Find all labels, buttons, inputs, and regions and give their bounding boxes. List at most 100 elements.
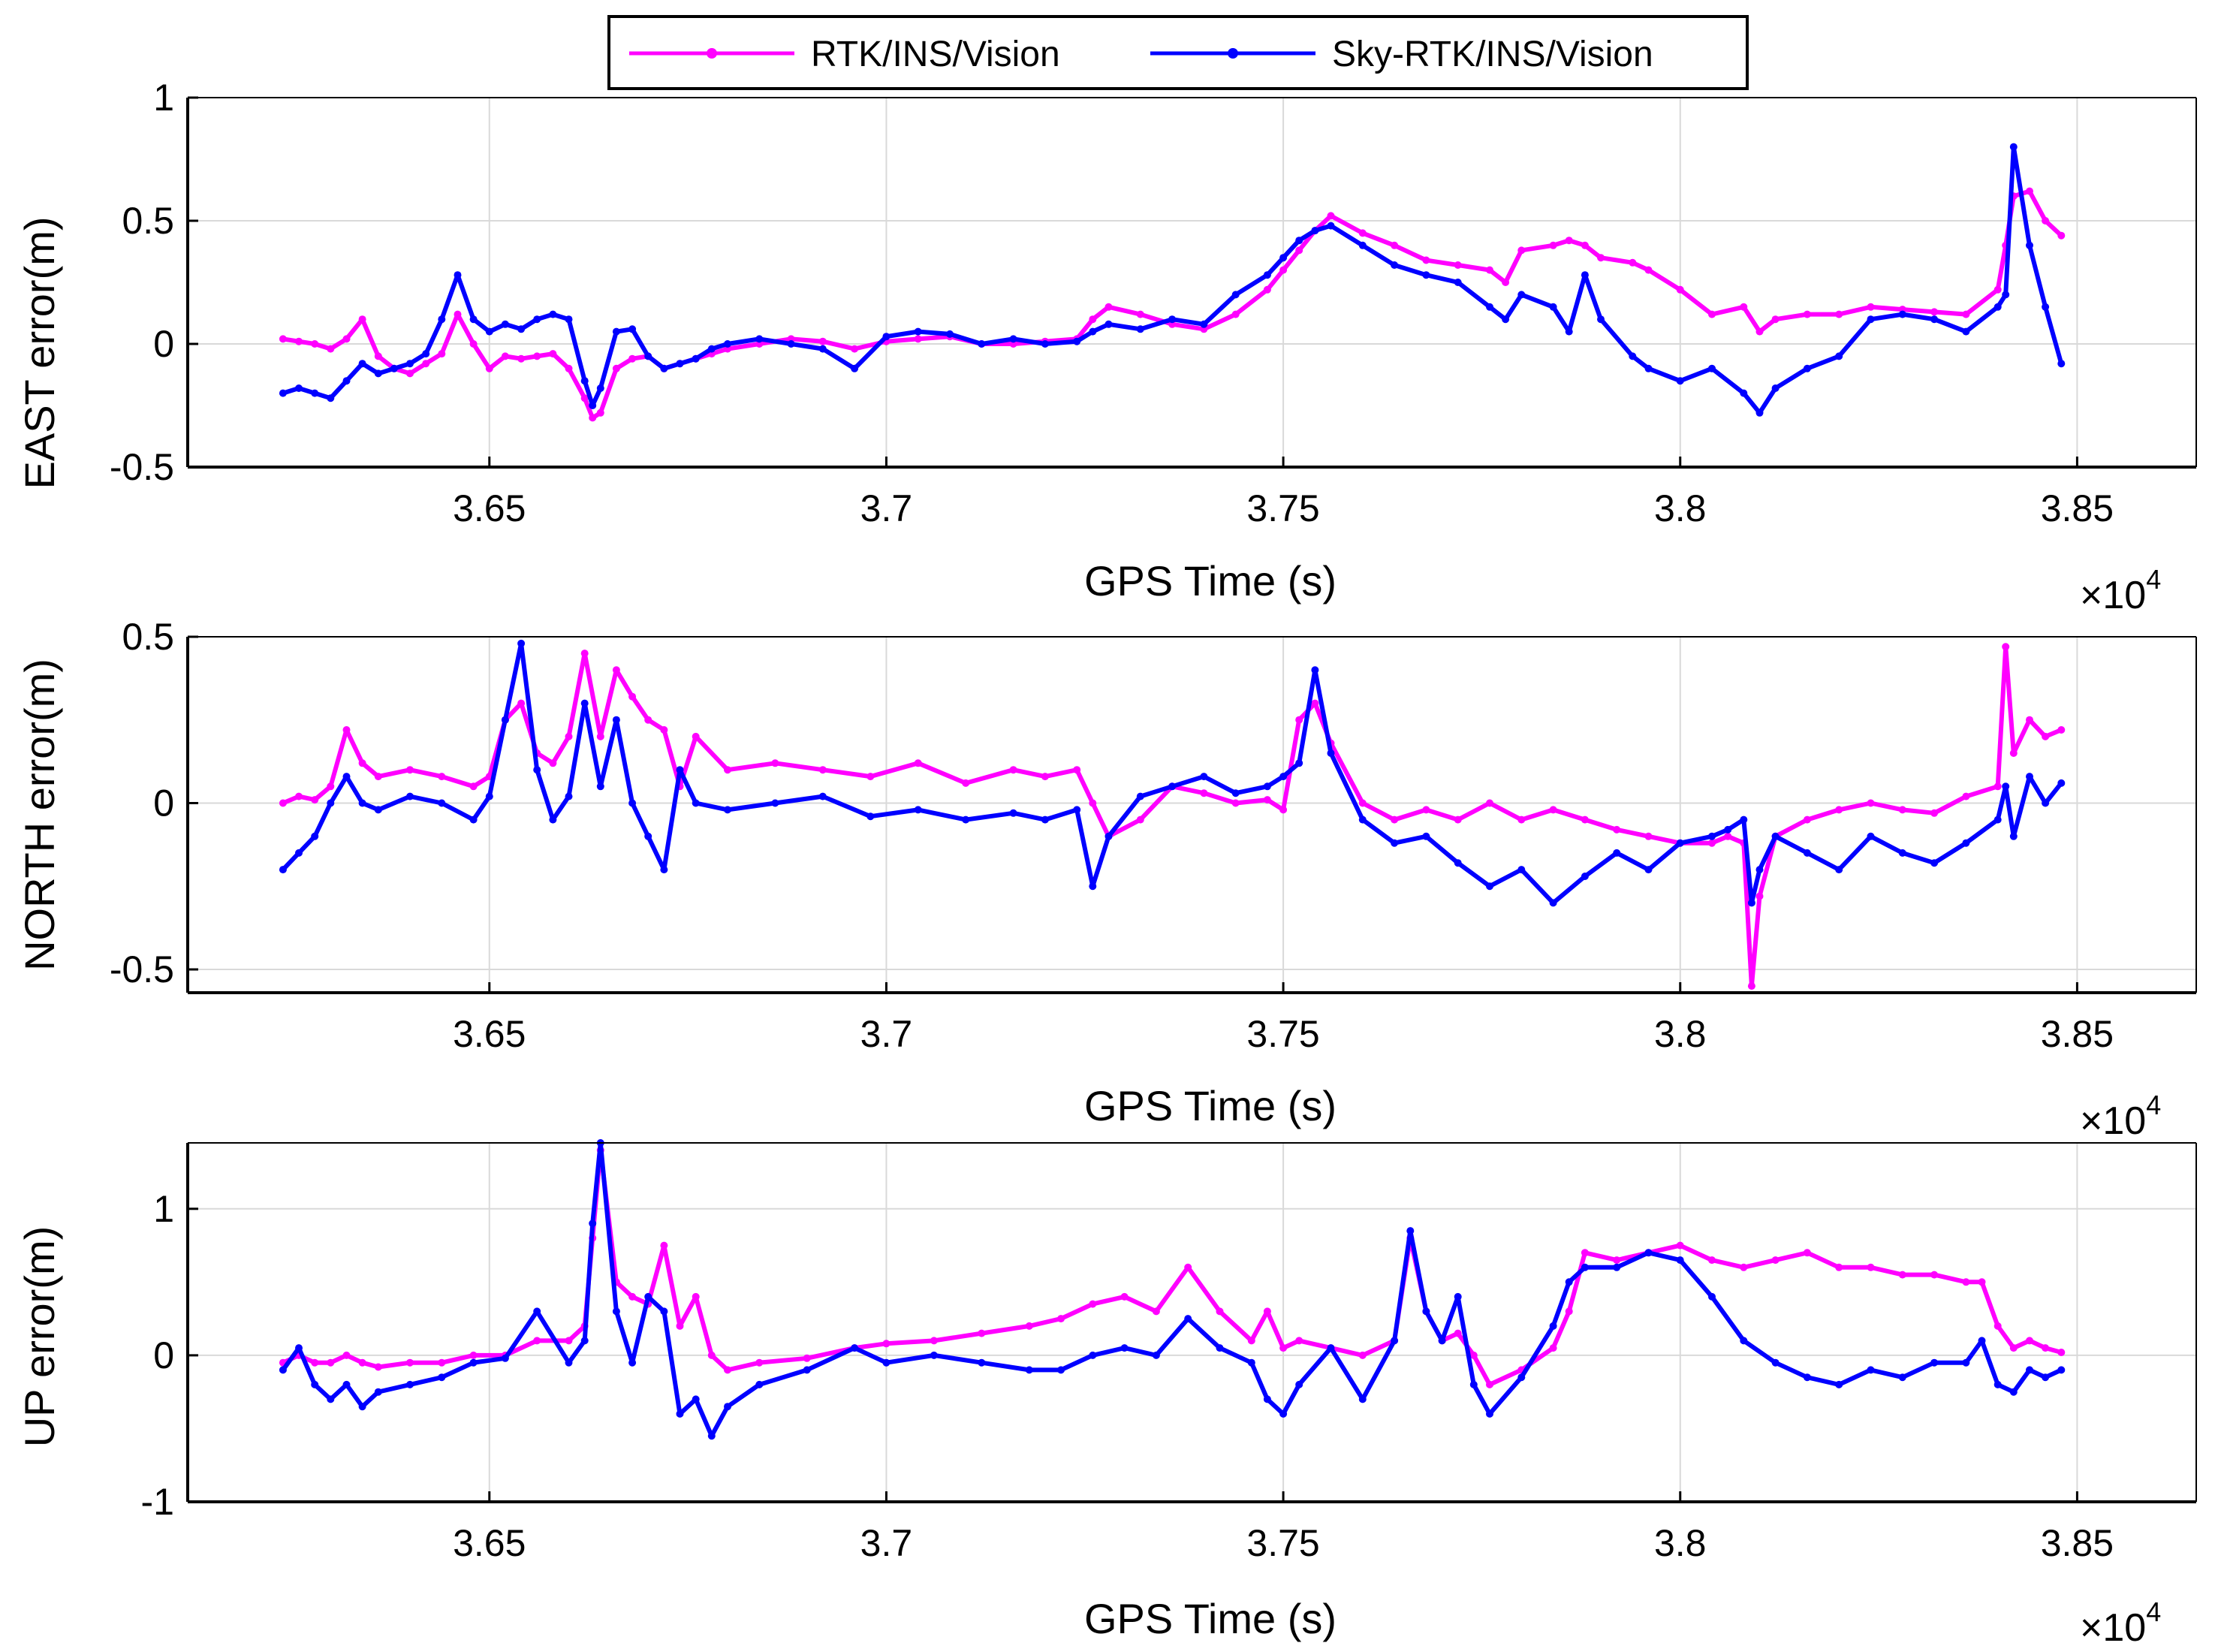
north-series-sky-rtk-point <box>1747 899 1755 907</box>
up-series-sky-rtk-point <box>342 1380 351 1388</box>
east-series-sky-rtk-point <box>1073 337 1081 345</box>
north-series-rtk-point <box>1708 839 1716 847</box>
up-series-rtk-point <box>707 1351 716 1359</box>
east-series-sky-rtk-point <box>1136 325 1144 333</box>
up-series-rtk-point <box>406 1358 414 1367</box>
up-series-sky-rtk-point <box>1120 1344 1129 1352</box>
east-series-rtk-point <box>533 352 541 360</box>
east-series-sky-rtk-point <box>589 402 597 409</box>
legend-marker-sky-rtk <box>1228 48 1238 59</box>
north-series-rtk-point <box>1089 799 1097 807</box>
up-series-sky-rtk-point <box>2009 1388 2018 1396</box>
north-series-rtk-point <box>724 766 731 774</box>
east-series-sky-rtk-point <box>1644 364 1653 372</box>
east-series-sky-rtk-point <box>390 364 398 372</box>
east-series-rtk-point <box>1358 229 1367 237</box>
north-y-tick-label: 0.5 <box>122 616 174 658</box>
up-series-sky-rtk-point <box>1391 1337 1399 1345</box>
east-series-sky-rtk-point <box>1327 222 1335 230</box>
up-series-sky-rtk-point <box>1994 1380 2002 1388</box>
north-series-sky-rtk-point <box>1771 832 1780 840</box>
up-series-rtk-point <box>1549 1344 1557 1352</box>
east-series-sky-rtk-point <box>549 310 557 318</box>
north-series-rtk-point <box>1391 815 1399 824</box>
up-series-sky-rtk-point <box>1295 1380 1303 1388</box>
north-series-rtk-point <box>1295 716 1303 724</box>
north-series-sky-rtk-point <box>311 832 319 840</box>
north-series-rtk-point <box>358 759 366 767</box>
east-series-rtk-point <box>851 345 859 353</box>
east-series-sky-rtk-point <box>676 360 684 368</box>
up-series-rtk-point <box>1613 1256 1621 1265</box>
north-series-sky-rtk-point <box>914 806 922 814</box>
north-series-rtk-point <box>660 726 668 734</box>
north-series-sky-rtk-point <box>1358 815 1367 824</box>
up-series-sky-rtk-point <box>724 1403 731 1411</box>
up-series-sky-rtk-point <box>1613 1263 1621 1271</box>
east-series-rtk-point <box>612 364 620 372</box>
east-series-rtk-point <box>1803 310 1811 318</box>
north-series-rtk-point <box>469 782 478 791</box>
north-series-rtk-point <box>692 732 700 740</box>
north-series-rtk-point <box>2026 716 2033 724</box>
east-x-tick-label: 3.85 <box>2041 487 2114 529</box>
up-series-sky-rtk-point <box>327 1395 335 1403</box>
up-series-sky-rtk-point <box>1740 1337 1748 1345</box>
up-series-sky-rtk-point <box>1549 1322 1557 1330</box>
up-series-rtk-point <box>342 1351 351 1359</box>
north-series-rtk-point <box>342 726 351 734</box>
east-series-sky-rtk-point <box>454 271 462 279</box>
up-series-sky-rtk-point <box>755 1380 764 1388</box>
up-x-axis-label: GPS Time (s) <box>1084 1595 1337 1642</box>
east-series-sky-rtk-point <box>1041 340 1049 348</box>
east-series-sky-rtk-point <box>1168 315 1177 324</box>
north-series-sky-rtk-point <box>1231 789 1240 797</box>
north-series-rtk-point <box>962 779 970 787</box>
north-series-sky-rtk-point <box>1676 839 1684 847</box>
north-series-rtk-point <box>1755 892 1764 900</box>
up-series-rtk-point <box>374 1363 382 1371</box>
north-series-sky-rtk-point <box>501 716 509 724</box>
up-series-sky-rtk-point <box>358 1403 366 1411</box>
east-series-rtk-point <box>279 335 287 343</box>
east-series-sky-rtk-point <box>1231 291 1240 299</box>
up-series-rtk-point <box>1930 1271 1939 1279</box>
up-series-rtk-point <box>469 1351 478 1359</box>
east-series-rtk-point <box>1755 327 1764 336</box>
east-series-sky-rtk-point <box>1104 320 1113 328</box>
north-x-exponent-base: ×10 <box>2080 1099 2146 1143</box>
east-series-sky-rtk-point <box>438 315 446 324</box>
north-series-sky-rtk-point <box>2026 773 2033 781</box>
east-series-sky-rtk-point <box>692 354 700 363</box>
east-series-rtk-point <box>580 394 589 402</box>
up-series-rtk-point <box>1089 1300 1097 1308</box>
north-series-sky-rtk-point <box>1422 832 1430 840</box>
north-series-rtk-point <box>565 732 573 740</box>
east-series-sky-rtk-point <box>1311 227 1319 235</box>
up-series-sky-rtk-point <box>279 1366 287 1374</box>
east-series-sky-rtk-point <box>628 325 637 333</box>
east-series-rtk-point <box>358 315 366 324</box>
up-series-rtk-point <box>1835 1263 1843 1271</box>
north-x-exponent-power: 4 <box>2146 1090 2161 1120</box>
east-y-axis-label: EAST error(m) <box>16 217 63 490</box>
up-series-rtk-point <box>1708 1256 1716 1265</box>
up-series-rtk-point <box>438 1358 446 1367</box>
east-series-rtk-point <box>1486 266 1493 274</box>
north-series-rtk-point <box>438 773 446 781</box>
north-series-sky-rtk-point <box>469 815 478 824</box>
north-series-rtk-point <box>1994 782 2002 791</box>
up-series-rtk-point <box>882 1340 891 1348</box>
up-series-sky-rtk-point <box>1676 1256 1684 1265</box>
up-series-sky-rtk-point <box>692 1395 700 1403</box>
north-series-sky-rtk-point <box>1613 849 1621 857</box>
east-series-rtk-point <box>374 352 382 360</box>
up-series-rtk-point <box>1581 1249 1589 1257</box>
east-series-sky-rtk-point <box>596 384 604 392</box>
up-series-rtk-point <box>1676 1241 1684 1250</box>
north-series-rtk-point <box>1835 806 1843 814</box>
east-x-tick-label: 3.7 <box>860 487 913 529</box>
up-series-rtk-point <box>1057 1315 1065 1323</box>
up-series-rtk-point <box>1184 1263 1192 1271</box>
